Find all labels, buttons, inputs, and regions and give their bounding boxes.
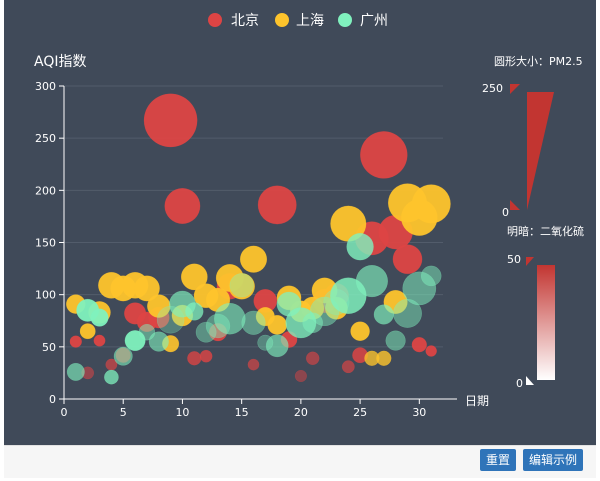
edit-example-button[interactable]: 编辑示例	[523, 449, 584, 471]
bubble-guangzhou	[420, 265, 442, 287]
bubbles	[66, 93, 451, 385]
bubble-beijing	[199, 349, 213, 363]
bubble-beijing	[93, 334, 106, 347]
visualmap-opacity-handle-top[interactable]	[526, 257, 534, 266]
legend-item-beijing[interactable]: 北京	[208, 13, 259, 29]
x-tick-label: 0	[61, 406, 68, 419]
bubble-guangzhou	[148, 331, 169, 352]
legend-marker-shanghai	[275, 13, 289, 27]
y-tick-label: 50	[42, 341, 56, 354]
bubble-guangzhou	[229, 273, 254, 298]
bubble-shanghai	[350, 321, 370, 341]
bubble-shanghai	[228, 273, 255, 300]
bubble-guangzhou	[355, 265, 388, 298]
y-tick-label: 300	[35, 80, 56, 93]
visualmap-opacity-max: 50	[507, 253, 521, 266]
bubble-beijing	[69, 335, 82, 348]
bubble-guangzhou	[346, 233, 374, 261]
x-axis-title: 日期	[465, 394, 489, 408]
visualmap-opacity-label: 明暗：二氧化硫	[507, 224, 584, 238]
chart-panel: 北京 上海 广州 AQI指数 日期 0 50 100 150 200 250 300 0 5 10…	[4, 0, 596, 445]
bubble-shanghai	[133, 275, 160, 302]
x-tick-label: 20	[294, 406, 308, 419]
y-tick-label: 250	[35, 132, 56, 145]
footer-toolbar: 重置 编辑示例	[4, 445, 596, 478]
visualmap-opacity-bar	[537, 265, 555, 380]
bubble-guangzhou	[265, 334, 289, 358]
bubble-guangzhou	[373, 304, 394, 325]
legend-label-beijing: 北京	[231, 13, 259, 29]
bubble-guangzhou	[214, 302, 246, 335]
bubble-beijing	[247, 358, 260, 371]
visualmap-opacity-handle-bottom[interactable]	[526, 376, 534, 385]
bubble-shanghai	[267, 315, 288, 335]
y-tick-label: 0	[49, 393, 56, 406]
bubble-beijing	[425, 345, 437, 357]
bubble-guangzhou	[241, 310, 266, 335]
bubble-shanghai	[376, 350, 392, 366]
bubble-shanghai	[411, 184, 451, 224]
visualmap-opacity[interactable]: 明暗：二氧化硫 50 0	[507, 224, 584, 390]
visualmap-size[interactable]: 圆形大小：PM2.5 250 0	[482, 54, 583, 219]
visualmap-size-max: 250	[482, 82, 503, 95]
legend-item-shanghai[interactable]: 上海	[275, 13, 324, 29]
visualmap-size-handle-bottom[interactable]	[510, 200, 520, 210]
bubble-guangzhou	[90, 308, 109, 327]
bubble-guangzhou	[66, 362, 85, 381]
legend-marker-beijing	[208, 13, 222, 27]
bubble-guangzhou	[185, 302, 204, 321]
x-tick-label: 25	[353, 406, 367, 419]
bubble-guangzhou	[104, 369, 119, 385]
bubble-shanghai	[239, 245, 268, 273]
x-tick-label: 10	[175, 406, 189, 419]
y-tick-label: 150	[35, 237, 56, 250]
bubble-guangzhou	[302, 312, 323, 334]
bubble-guangzhou	[195, 321, 217, 343]
x-tick-label: 15	[235, 406, 249, 419]
bubble-shanghai	[180, 263, 208, 291]
legend-marker-guangzhou	[338, 13, 352, 27]
visualmap-size-min: 0	[502, 206, 509, 219]
bubble-beijing	[341, 360, 355, 374]
bubble-beijing	[257, 185, 297, 225]
legend-label-guangzhou: 广州	[360, 13, 388, 29]
bubble-beijing	[360, 131, 408, 179]
bubble-beijing	[143, 93, 198, 148]
bubble-beijing	[305, 351, 320, 366]
bubble-beijing	[164, 188, 201, 224]
legend[interactable]: 北京 上海 广州	[208, 13, 388, 29]
visualmap-size-label: 圆形大小：PM2.5	[494, 54, 583, 68]
bubble-beijing	[392, 244, 423, 275]
legend-label-shanghai: 上海	[296, 13, 324, 29]
y-tick-label: 100	[35, 289, 56, 302]
y-tick-label: 200	[35, 184, 56, 197]
bubble-beijing	[294, 369, 307, 383]
bubble-guangzhou	[113, 346, 133, 366]
bubble-beijing	[187, 351, 202, 366]
x-tick-label: 30	[412, 406, 426, 419]
bubble-guangzhou	[309, 296, 340, 327]
visualmap-opacity-min: 0	[516, 377, 523, 390]
x-tick-label: 5	[120, 406, 127, 419]
bubble-beijing	[411, 337, 427, 353]
visualmap-size-bar	[527, 92, 554, 210]
bubble-shanghai	[79, 323, 96, 340]
bubble-guangzhou	[385, 330, 406, 351]
y-axis-title: AQI指数	[34, 54, 86, 70]
reset-button[interactable]: 重置	[480, 449, 517, 471]
visualmap-size-handle-top[interactable]	[510, 84, 520, 94]
legend-item-guangzhou[interactable]: 广州	[338, 13, 388, 29]
bubble-guangzhou	[402, 271, 437, 306]
